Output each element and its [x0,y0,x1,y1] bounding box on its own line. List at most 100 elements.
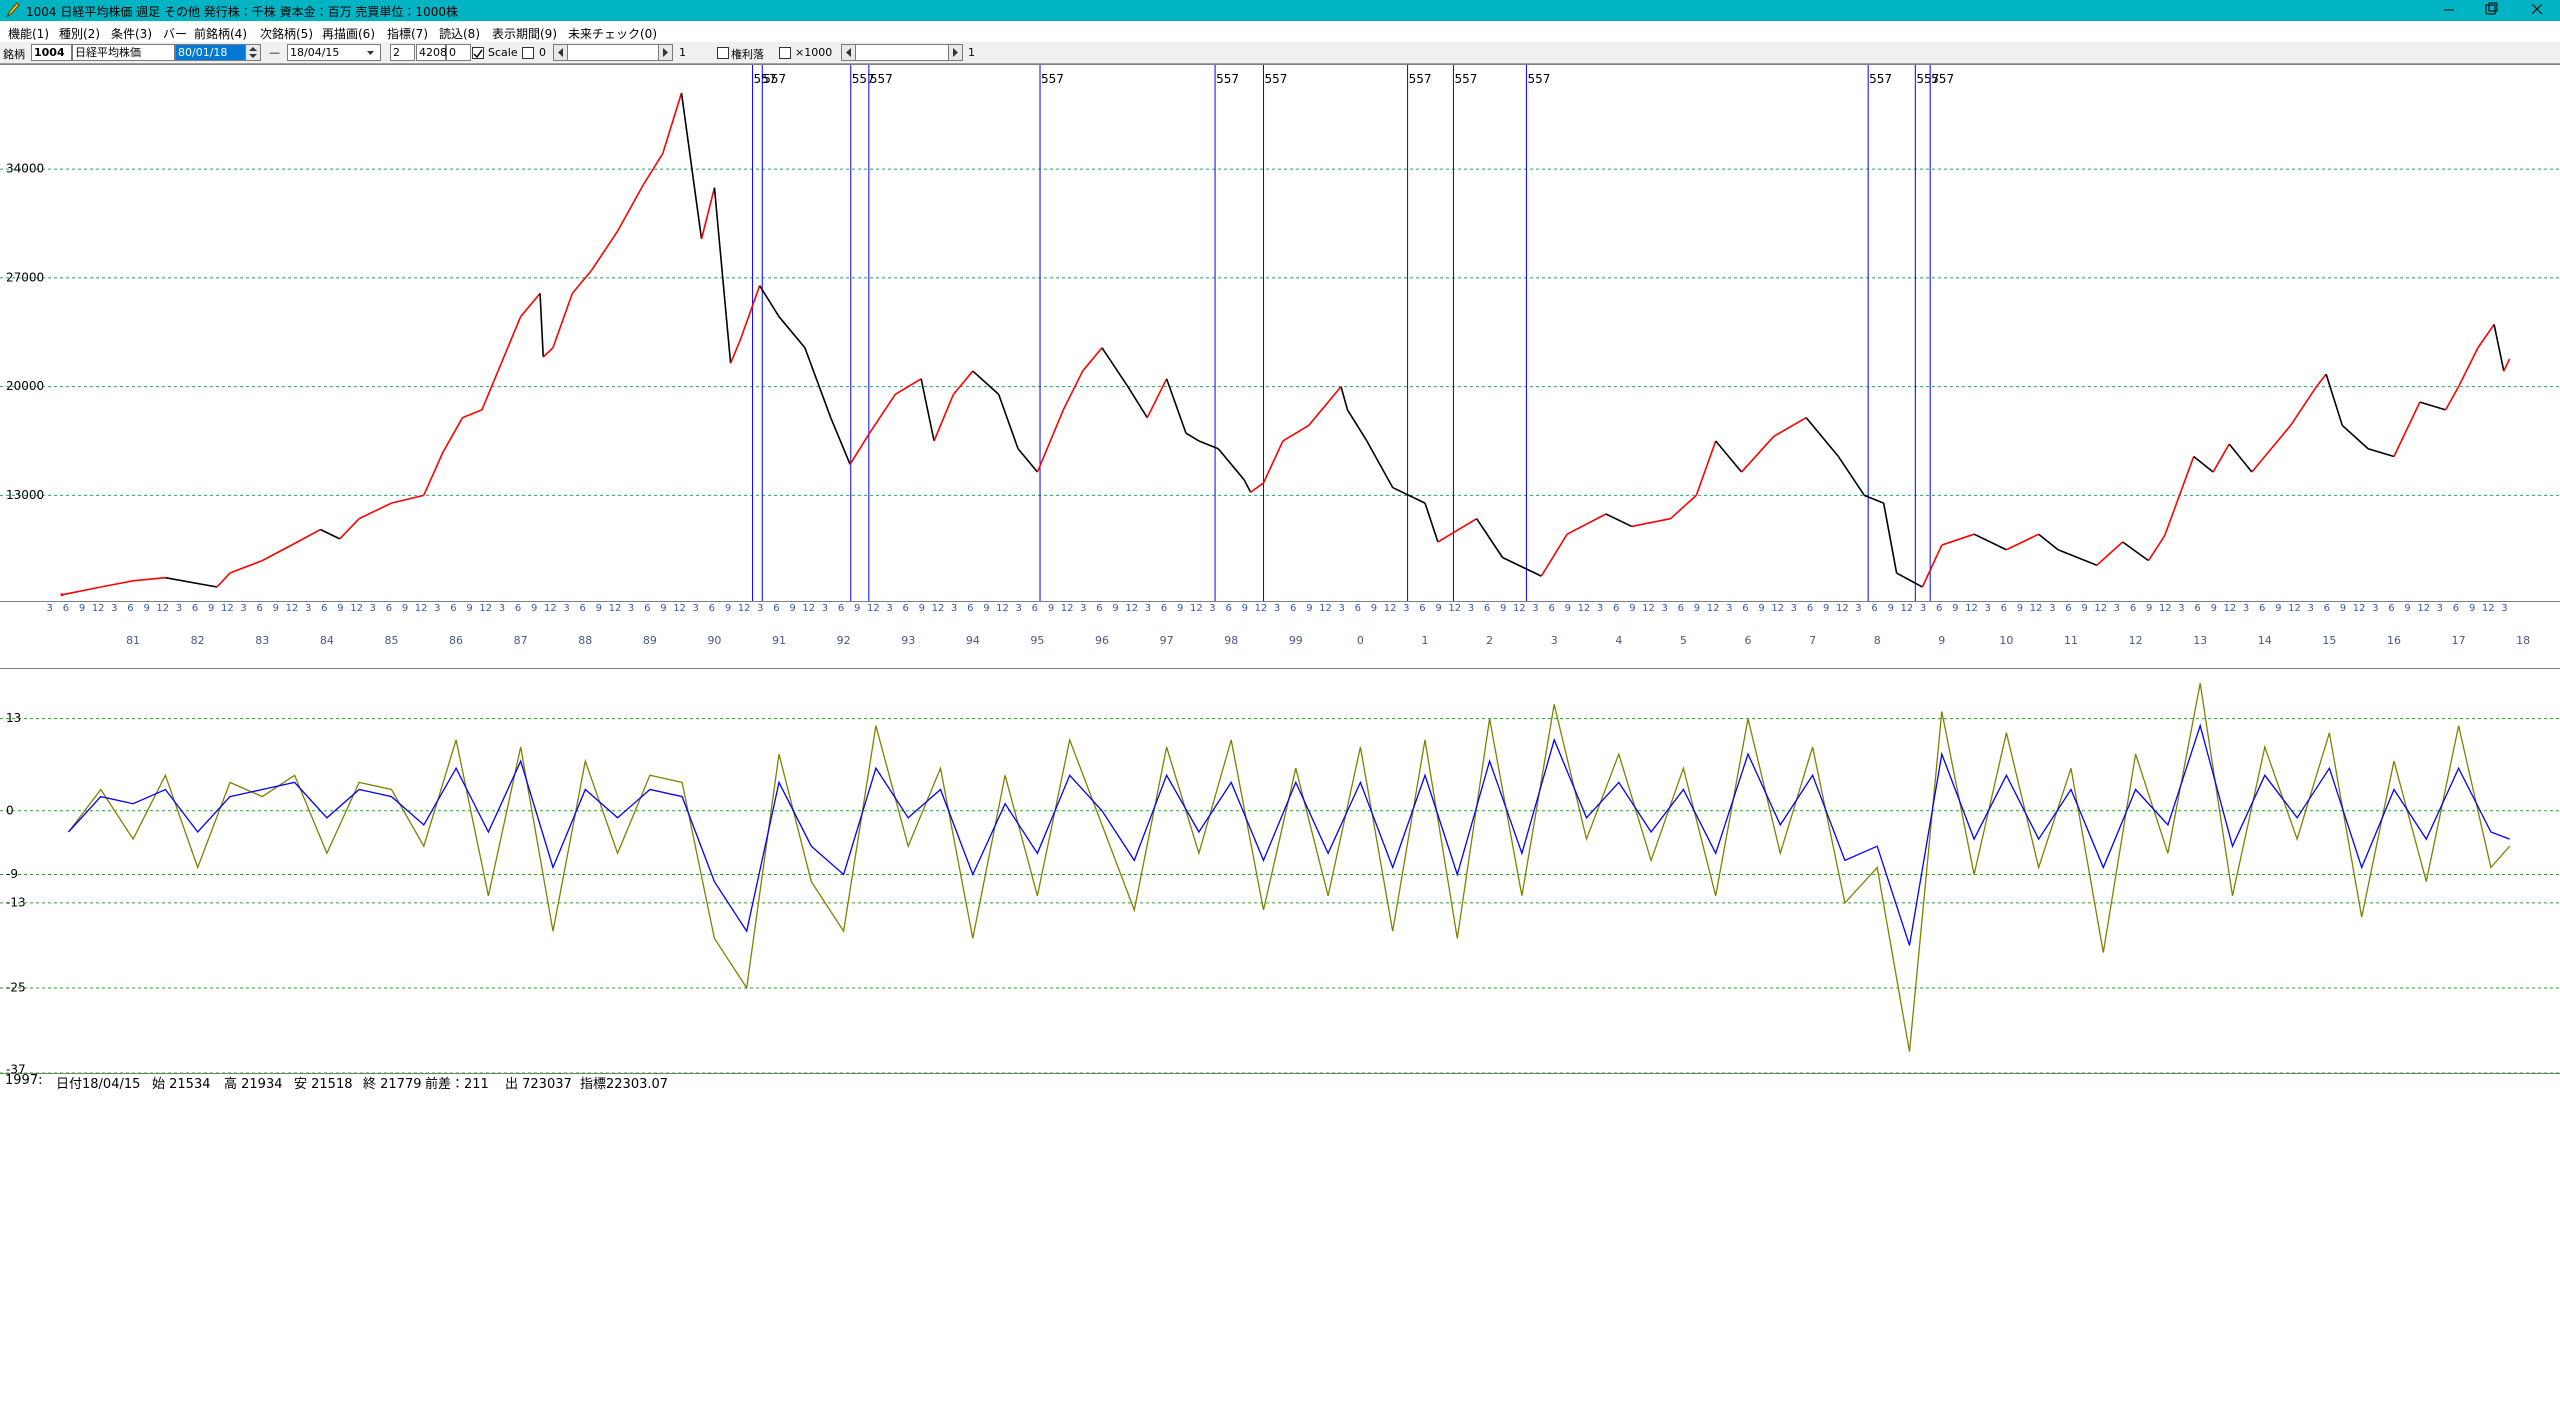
dropdown-arrow[interactable] [363,45,378,60]
price-segment [1437,517,1478,543]
x-minor-tick-label: 6 [709,603,715,614]
x-minor-tick-label: 12 [2482,603,2495,614]
x-minor-tick-label: 9 [2275,603,2281,614]
price-segment [1502,556,1542,577]
event-label: 557 [1916,72,1939,86]
x-minor-tick-label: 6 [644,603,650,614]
x-tick-label: 8 [1874,634,1881,647]
x-tick-label: 1 [1422,634,1429,647]
x-minor-tick-label: 6 [1290,603,1296,614]
menu-item[interactable]: 次銘柄(5) [260,27,313,41]
price-segment [662,92,683,154]
event-label: 557 [1869,72,1892,86]
x1000-checkbox[interactable] [779,47,791,59]
x-minor-tick-label: 12 [673,603,686,614]
menu-item[interactable]: 読込(8) [439,27,480,41]
rights-label: 権利落 [731,48,764,61]
price-segment [216,572,231,588]
x-minor-tick-label: 9 [983,603,989,614]
y-tick-label: 0 [6,803,14,817]
x-minor-tick-label: 6 [1871,603,1877,614]
start-date-input[interactable]: 80/01/18 [175,44,247,61]
status-item: 安 21518 [294,1077,353,1092]
price-segment [972,370,1000,395]
x-minor-tick-label: 12 [1642,603,1655,614]
menu-item[interactable]: 条件(3) [111,27,152,41]
x-minor-tick-label: 9 [1758,603,1764,614]
scrollbar[interactable] [553,44,673,61]
price-segment [442,417,464,453]
x-minor-tick-label: 3 [2243,603,2249,614]
price-segment [1863,494,1884,504]
window-controls[interactable] [2420,0,2560,21]
x-tick-label: 92 [837,634,851,647]
x-minor-tick-label: 9 [1500,603,1506,614]
menu-item[interactable]: 表示期間(9) [492,27,557,41]
menu-item[interactable]: 未来チェック(0) [568,27,657,41]
x-minor-tick-label: 6 [1678,603,1684,614]
y-tick-label: 13000 [6,488,44,502]
price-segment [1217,448,1245,481]
price-segment [2393,401,2421,457]
end-date-select[interactable]: 18/04/15 [287,44,381,61]
x-minor-tick-label: 3 [822,603,828,614]
price-segment [391,494,424,504]
price-segment [1837,456,1865,496]
offset-input[interactable]: 0 [446,44,471,61]
price-segment [1082,347,1103,372]
x-minor-tick-label: 9 [2146,603,2152,614]
price-segment [2444,386,2460,411]
x-tick-label: 88 [578,634,592,647]
x-minor-tick-label: 12 [2159,603,2172,614]
x-minor-tick-label: 9 [725,603,731,614]
menu-bar: 機能(1) 種別(2) 条件(3) バー 前銘柄(4) 次銘柄(5) 再描画(6… [0,21,2560,42]
x-minor-tick-label: 6 [902,603,908,614]
range-dash: — [269,46,280,59]
x-minor-tick-label: 12 [221,603,234,614]
price-segment [1062,370,1084,411]
scrollbar[interactable] [841,44,963,61]
price-segment [1282,424,1310,442]
menu-item[interactable]: 指標(7) [387,27,428,41]
menu-item[interactable]: 前銘柄(4) [194,27,247,41]
price-segment [358,502,392,520]
rights-checkbox[interactable] [717,47,729,59]
x-minor-tick-label: 9 [1629,603,1635,614]
menu-item[interactable]: 種別(2) [59,27,100,41]
code-input[interactable]: 1004 [31,44,72,61]
price-segment [500,316,522,364]
price-segment [2251,424,2292,473]
option-checkbox[interactable] [522,47,534,59]
price-segment [1424,502,1439,543]
price-segment [1243,479,1252,493]
menu-item[interactable]: 再描画(6) [322,27,375,41]
y-tick-label: -25 [6,980,26,994]
x-minor-tick-label: 6 [2065,603,2071,614]
period-input[interactable]: 2 [390,44,415,61]
price-segment [61,586,101,596]
price-segment [552,293,574,349]
event-label: 557 [1527,72,1550,86]
menu-item[interactable]: バー [163,27,188,41]
status-item: 出 723037 [505,1077,572,1092]
date-spinner[interactable] [245,44,261,61]
x-minor-tick-label: 12 [2288,603,2301,614]
x-minor-tick-label: 9 [660,603,666,614]
price-segment [339,518,360,540]
x-minor-tick-label: 9 [789,603,795,614]
menu-item[interactable]: 機能(1) [8,27,49,41]
name-input[interactable]: 日経平均株価 [72,44,175,61]
bars-input[interactable]: 4208 [416,44,447,61]
scale-checkbox[interactable] [472,47,484,59]
price-segment [2493,324,2505,372]
status-bar: 1997: 日付18/04/15 始 21534 高 21934 安 21518… [0,1072,2560,1092]
x-tick-label: 83 [255,634,269,647]
price-segment [997,394,1019,450]
price-segment [542,347,554,358]
x-minor-tick-label: 12 [932,603,945,614]
x-minor-tick-label: 3 [1597,603,1603,614]
x-minor-tick-label: 6 [773,603,779,614]
price-segment [1973,533,2007,551]
